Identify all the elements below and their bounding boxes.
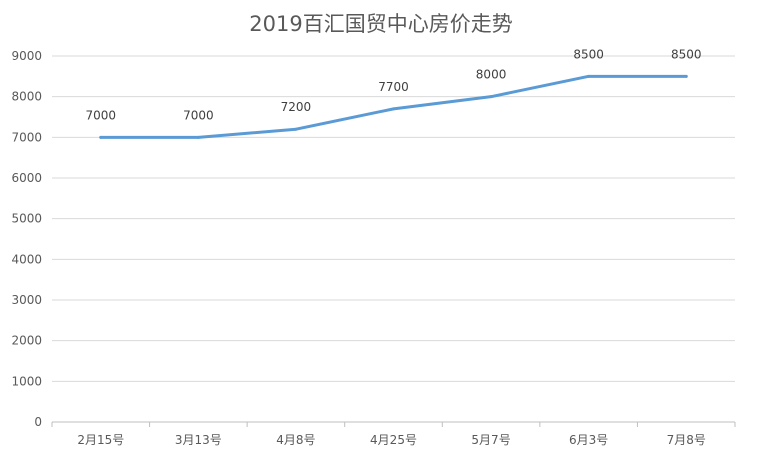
y-tick-label: 2000	[11, 334, 42, 348]
data-point	[99, 135, 103, 139]
data-point	[587, 74, 591, 78]
x-tick-label: 6月3号	[569, 433, 608, 447]
data-labels: 7000 7000 7200 7700 8000 8500 8500	[86, 47, 702, 122]
series-line	[99, 74, 688, 139]
data-label: 8000	[476, 68, 507, 82]
y-tick-label: 4000	[11, 252, 42, 266]
y-tick-label: 1000	[11, 374, 42, 388]
x-tick-label: 2月15号	[77, 433, 124, 447]
y-tick-label: 0	[34, 415, 42, 429]
y-tick-label: 8000	[11, 90, 42, 104]
x-tick-label: 7月8号	[667, 433, 706, 447]
x-tick-label: 5月7号	[471, 433, 510, 447]
y-tick-label: 6000	[11, 171, 42, 185]
data-point	[392, 107, 395, 111]
x-tick-label: 4月25号	[370, 433, 417, 447]
data-label: 7000	[86, 108, 117, 122]
y-tick-label: 9000	[11, 49, 42, 63]
data-label: 7200	[281, 100, 312, 114]
gridlines	[52, 55, 735, 382]
y-tick-label: 3000	[11, 293, 42, 307]
data-label: 8500	[573, 47, 604, 61]
data-label: 8500	[671, 47, 702, 61]
y-tick-label: 5000	[11, 212, 42, 226]
data-point	[684, 74, 688, 78]
y-tick-label: 7000	[11, 130, 42, 144]
x-tick-label: 4月8号	[276, 433, 315, 447]
data-label: 7000	[183, 108, 214, 122]
x-tick-label: 3月13号	[175, 433, 222, 447]
chart-title: 2019百汇国贸中心房价走势	[249, 12, 512, 36]
y-axis: 0 1000 2000 3000 4000 5000 6000 7000 8000 9000	[11, 49, 42, 429]
data-point	[489, 95, 493, 99]
data-label: 7700	[378, 80, 409, 94]
data-point	[196, 135, 200, 139]
x-axis: 2月15号 3月13号 4月8号 4月25号 5月7号 6月3号 7月8号	[51, 421, 736, 447]
data-point	[294, 127, 298, 131]
